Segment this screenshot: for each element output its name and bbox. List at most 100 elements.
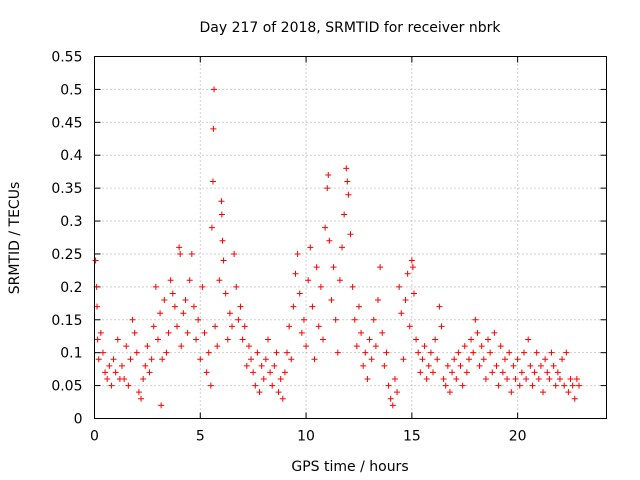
data-point — [233, 283, 240, 290]
data-point — [417, 369, 424, 376]
plot-frame — [94, 56, 607, 419]
data-point — [220, 257, 227, 264]
data-point — [205, 349, 212, 356]
data-point — [525, 336, 532, 343]
data-point — [129, 316, 136, 323]
data-point — [497, 343, 504, 350]
data-point — [573, 376, 580, 383]
data-point — [351, 316, 358, 323]
data-point — [487, 349, 494, 356]
data-point — [459, 382, 466, 389]
data-point — [279, 395, 286, 402]
data-point — [99, 349, 106, 356]
data-point — [241, 323, 248, 330]
data-point — [250, 369, 257, 376]
data-point — [294, 250, 301, 257]
y-tick-label: 0.35 — [51, 181, 82, 197]
data-point — [506, 349, 513, 356]
data-point — [504, 376, 511, 383]
data-point — [434, 356, 441, 363]
data-point — [210, 125, 217, 132]
x-tick-label: 5 — [196, 429, 205, 445]
data-point — [313, 264, 320, 271]
data-point — [298, 329, 305, 336]
data-point — [319, 336, 326, 343]
y-tick-label: 0.1 — [60, 346, 82, 362]
data-point — [178, 343, 185, 350]
data-point — [222, 290, 229, 297]
data-point — [224, 336, 231, 343]
data-point — [290, 303, 297, 310]
data-point — [421, 343, 428, 350]
data-point — [546, 376, 553, 383]
data-point — [296, 290, 303, 297]
data-point — [256, 389, 263, 396]
data-point — [159, 356, 166, 363]
data-point — [491, 329, 498, 336]
data-point — [444, 362, 451, 369]
data-point — [326, 237, 333, 244]
y-tick-label: 0.25 — [51, 247, 82, 263]
data-point — [176, 244, 183, 251]
data-point — [317, 283, 324, 290]
y-tick-label: 0.5 — [60, 82, 82, 98]
data-point — [214, 343, 221, 350]
data-point — [292, 270, 299, 277]
data-point — [571, 395, 578, 402]
data-point — [499, 369, 506, 376]
data-point — [315, 323, 322, 330]
data-point — [277, 376, 284, 383]
data-point — [518, 369, 525, 376]
data-point — [559, 356, 566, 363]
data-point — [199, 283, 206, 290]
y-tick-label: 0.05 — [51, 379, 82, 395]
data-point — [542, 356, 549, 363]
data-point — [556, 376, 563, 383]
data-point — [474, 329, 481, 336]
data-point — [410, 290, 417, 297]
chart-title: Day 217 of 2018, SRMTID for receiver nbr… — [199, 20, 501, 36]
data-point — [300, 316, 307, 323]
data-point — [144, 343, 151, 350]
data-point — [92, 257, 99, 264]
data-point — [94, 303, 101, 310]
data-point — [112, 369, 119, 376]
data-point — [193, 336, 200, 343]
data-point — [252, 382, 259, 389]
data-point — [165, 329, 172, 336]
data-point — [127, 356, 134, 363]
data-point — [237, 303, 244, 310]
data-point — [167, 277, 174, 284]
data-point — [533, 349, 540, 356]
data-point — [303, 343, 310, 350]
data-point — [345, 191, 352, 198]
data-point — [438, 323, 445, 330]
data-point — [284, 349, 291, 356]
data-point — [311, 356, 318, 363]
data-point — [157, 310, 164, 317]
data-point — [461, 343, 468, 350]
data-point — [138, 395, 145, 402]
data-point — [436, 303, 443, 310]
x-tick-label: 10 — [297, 429, 315, 445]
data-point — [211, 86, 218, 93]
data-point — [398, 310, 405, 317]
data-point — [391, 376, 398, 383]
data-point — [432, 336, 439, 343]
data-point — [229, 323, 236, 330]
data-point — [394, 389, 401, 396]
data-point — [406, 323, 413, 330]
data-point — [328, 297, 335, 304]
data-point — [212, 323, 219, 330]
data-point — [400, 356, 407, 363]
data-point — [273, 349, 280, 356]
data-point — [512, 376, 519, 383]
data-point — [349, 283, 356, 290]
data-point — [208, 224, 215, 231]
data-point — [184, 329, 191, 336]
data-point — [415, 349, 422, 356]
data-point — [362, 349, 369, 356]
data-point — [552, 382, 559, 389]
data-point — [254, 349, 261, 356]
